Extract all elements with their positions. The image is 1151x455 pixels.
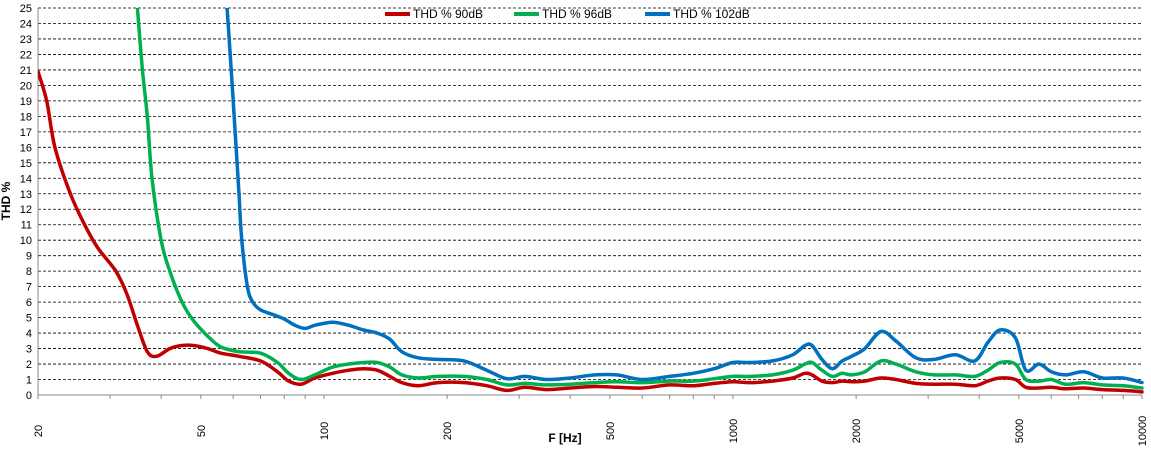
x-tick-label: 20 <box>33 425 45 437</box>
y-tick-label: 21 <box>20 65 32 77</box>
y-tick-label: 22 <box>20 49 32 61</box>
legend-label: THD % 96dB <box>542 7 612 21</box>
series-line-1 <box>38 69 1144 394</box>
x-tick-label: 2000 <box>851 419 863 443</box>
x-tick-label: 1000 <box>728 419 740 443</box>
y-tick-label: 24 <box>20 18 32 30</box>
x-tick-label: 200 <box>442 422 454 440</box>
legend: THD % 90dB THD % 96dB THD % 102dB <box>385 7 750 21</box>
x-tick-label: 10000 <box>1137 416 1149 447</box>
series-line-2 <box>135 8 1144 390</box>
y-tick-label: 20 <box>20 80 32 92</box>
y-tick-label: 10 <box>20 235 32 247</box>
y-tick-label: 15 <box>20 158 32 170</box>
y-tick-label: 16 <box>20 142 32 154</box>
series-layer <box>38 8 1144 394</box>
y-tick-label: 17 <box>20 127 32 139</box>
legend-label: THD % 102dB <box>673 7 750 21</box>
y-tick-label: 9 <box>26 251 32 263</box>
grid-layer <box>38 7 1142 380</box>
y-tick-label: 5 <box>26 313 32 325</box>
series-line-3 <box>225 8 1144 385</box>
y-tick-label: 3 <box>26 344 32 356</box>
x-tick-label: 100 <box>319 422 331 440</box>
y-tick-label: 19 <box>20 96 32 108</box>
y-tick-label: 1 <box>26 375 32 387</box>
y-tick-label: 7 <box>26 282 32 294</box>
legend-label: THD % 90dB <box>413 7 483 21</box>
axes-layer <box>37 8 1143 399</box>
y-tick-label: 23 <box>20 34 32 46</box>
y-tick-label: 14 <box>20 173 32 185</box>
y-tick-label: 12 <box>20 204 32 216</box>
y-axis-title: THD % <box>0 181 13 220</box>
y-tick-label: 11 <box>21 220 32 232</box>
y-tick-label: 13 <box>20 189 32 201</box>
ticks-layer: 0123456789101112131415161718192021222324… <box>20 3 1149 446</box>
y-tick-label: 8 <box>26 266 32 278</box>
x-tick-label: 50 <box>196 425 208 437</box>
y-tick-label: 4 <box>26 328 32 340</box>
y-tick-label: 18 <box>20 111 32 123</box>
y-tick-label: 0 <box>26 390 32 402</box>
y-tick-label: 25 <box>20 3 32 15</box>
x-tick-label: 500 <box>605 422 617 440</box>
x-tick-label: 5000 <box>1014 419 1026 443</box>
y-tick-label: 2 <box>26 359 32 371</box>
x-axis-title: F [Hz] <box>548 431 581 445</box>
y-tick-label: 6 <box>26 297 32 309</box>
